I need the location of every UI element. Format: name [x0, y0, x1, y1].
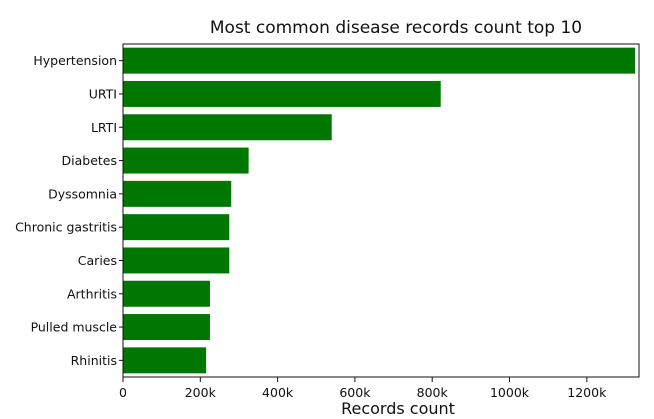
chart-title: Most common disease records count top 10: [210, 18, 582, 38]
bar-7: [123, 280, 210, 307]
x-tick-label-2: 400k: [262, 385, 294, 400]
y-tick-label-8: Pulled muscle: [31, 320, 118, 335]
x-axis-label: Records count: [341, 399, 455, 418]
y-tick-label-1: URTI: [89, 86, 117, 101]
bar-9: [123, 347, 207, 374]
y-tick-label-5: Chronic gastritis: [15, 220, 117, 235]
y-tick-label-9: Rhinitis: [71, 353, 117, 368]
bar-8: [123, 314, 210, 341]
y-tick-label-3: Diabetes: [62, 153, 118, 168]
x-tick-label-5: 1000k: [490, 385, 530, 400]
y-tick-label-2: LRTI: [91, 120, 117, 135]
axes-layer: [119, 43, 640, 382]
y-tick-label-6: Caries: [78, 253, 117, 268]
y-tick-label-4: Dyssomnia: [48, 186, 117, 201]
bar-0: [123, 47, 636, 74]
bars-layer: [123, 47, 636, 374]
bar-3: [123, 147, 249, 174]
plot-frame: [122, 43, 640, 378]
x-tick-label-0: 0: [119, 385, 127, 400]
bar-6: [123, 247, 230, 274]
y-tick-label-7: Arthritis: [67, 286, 117, 301]
y-tick-label-0: Hypertension: [33, 53, 117, 68]
bar-1: [123, 80, 441, 107]
x-tick-label-1: 200k: [185, 385, 217, 400]
bar-4: [123, 180, 232, 207]
x-tick-label-3: 600k: [339, 385, 371, 400]
labels-layer: Hypertension URTI LRTI Diabetes Dyssomnia Chr…: [15, 53, 607, 400]
bar-5: [123, 214, 230, 241]
bar-2: [123, 114, 332, 141]
x-tick-label-6: 1200k: [567, 385, 607, 400]
x-tick-label-4: 800k: [417, 385, 449, 400]
